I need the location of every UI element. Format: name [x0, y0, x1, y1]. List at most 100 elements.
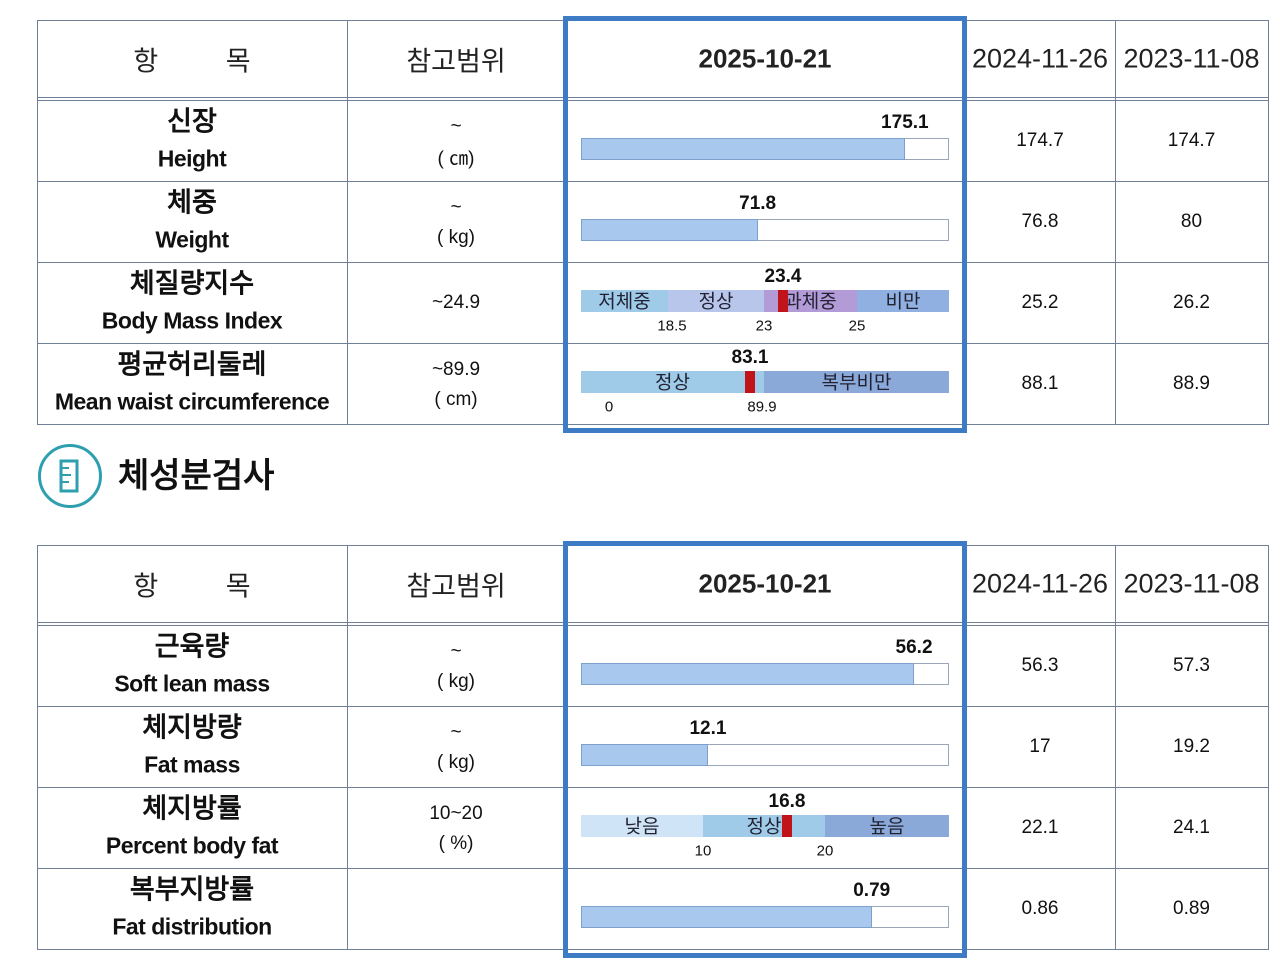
previous-value: 0.89 — [1173, 898, 1210, 919]
item-name-ko: 체중 — [167, 187, 217, 218]
item-name-ko: 체질량지수 — [129, 268, 255, 299]
reference-range: ~ — [450, 722, 462, 743]
reference-range: ~ — [450, 641, 462, 662]
current-value: 83.1 — [731, 347, 769, 368]
current-value: 12.1 — [689, 718, 727, 739]
header-cell: 2023-11-08 — [1123, 568, 1260, 598]
item-name-ko: 평균허리둘레 — [117, 349, 267, 380]
column-line — [347, 20, 348, 425]
header-cell: 2025-10-21 — [698, 43, 832, 73]
header-cell: 참고범위 — [406, 571, 506, 601]
current-marker — [782, 815, 792, 837]
item-name-en: Fat mass — [144, 751, 240, 778]
column-line — [1115, 545, 1116, 950]
section-title: 체성분검사 — [118, 457, 275, 495]
reference-range: ( kg) — [437, 752, 475, 773]
previous-value: 25.2 — [1021, 292, 1059, 313]
item-name-en: Height — [157, 145, 227, 172]
row-line — [37, 181, 1268, 182]
row-line — [37, 262, 1268, 263]
current-value: 23.4 — [764, 266, 802, 287]
previous-value: 174.7 — [1016, 130, 1064, 151]
scale-label: 비만 — [885, 291, 921, 313]
scale-tick-label: 18.5 — [657, 317, 687, 335]
previous-value: 174.7 — [1167, 130, 1216, 151]
column-line — [1268, 20, 1269, 425]
reference-range: ~24.9 — [431, 292, 481, 313]
item-name-en: Mean waist circumference — [54, 388, 330, 415]
scale-label: 복부비만 — [821, 372, 892, 394]
scale-segment — [581, 371, 764, 393]
row-line — [37, 706, 1268, 707]
header-cell: 참고범위 — [406, 46, 506, 76]
header-cell: 항 목 — [133, 46, 281, 76]
reference-range: ( ㎝) — [437, 148, 475, 170]
column-line — [347, 545, 348, 950]
header-line — [37, 100, 1268, 101]
item-name-ko: 근육량 — [154, 631, 230, 662]
previous-value: 88.9 — [1173, 373, 1210, 394]
scale-tick-label: 89.9 — [747, 398, 777, 416]
item-name-ko: 체지방률 — [142, 793, 242, 824]
bar-fill — [581, 663, 915, 685]
header-cell: 2023-11-08 — [1123, 43, 1260, 73]
scale-label: 낮음 — [624, 816, 660, 838]
previous-value: 22.1 — [1021, 817, 1059, 838]
header-cell: 2025-10-21 — [698, 568, 832, 598]
item-name-en: Weight — [155, 226, 229, 253]
row-line — [37, 787, 1268, 788]
current-value: 175.1 — [881, 112, 929, 133]
current-marker — [778, 290, 788, 312]
item-name-ko: 신장 — [167, 106, 217, 137]
header-line — [37, 97, 1268, 98]
reference-range: ~89.9 — [431, 359, 481, 380]
reference-range: ( kg) — [437, 671, 475, 692]
row-line — [37, 949, 1268, 950]
scale-segment — [581, 815, 703, 837]
ruler-icon — [59, 459, 79, 493]
scale-tick-label: 0 — [604, 398, 614, 416]
scale-segment — [668, 290, 764, 312]
scale-tick-label: 23 — [755, 317, 773, 335]
row-line — [37, 343, 1268, 344]
previous-value: 24.1 — [1173, 817, 1210, 838]
previous-value: 76.8 — [1021, 211, 1059, 232]
scale-label: 정상 — [698, 291, 734, 313]
column-line — [37, 20, 38, 425]
scale-tick-label: 20 — [816, 842, 834, 860]
column-line — [37, 545, 38, 950]
current-column-highlight — [563, 541, 967, 958]
previous-value: 26.2 — [1173, 292, 1210, 313]
reference-range: ( kg) — [437, 227, 475, 248]
scale-segment — [825, 815, 949, 837]
previous-value: 0.86 — [1021, 898, 1059, 919]
scale-segment — [857, 290, 949, 312]
header-cell: 항 목 — [133, 571, 281, 601]
current-marker — [745, 371, 755, 393]
current-value: 0.79 — [853, 880, 891, 901]
header-cell: 2024-11-26 — [971, 43, 1109, 73]
scale-tick-label: 10 — [694, 842, 712, 860]
item-name-ko: 복부지방률 — [129, 874, 255, 905]
reference-range: ~ — [450, 116, 462, 137]
scale-label: 저체중 — [598, 291, 651, 313]
bar-fill — [581, 219, 758, 241]
current-value: 16.8 — [768, 791, 806, 812]
reference-range: ( %) — [438, 833, 474, 854]
header-line — [37, 625, 1268, 626]
row-line — [37, 868, 1268, 869]
bar-fill — [581, 744, 708, 766]
item-name-en: Soft lean mass — [114, 670, 270, 697]
item-name-ko: 체지방량 — [142, 712, 242, 743]
previous-value: 88.1 — [1021, 373, 1059, 394]
item-name-en: Fat distribution — [112, 913, 272, 940]
column-line — [1115, 20, 1116, 425]
section-icon — [38, 444, 102, 508]
item-name-en: Body Mass Index — [101, 307, 283, 334]
previous-value: 56.3 — [1021, 655, 1059, 676]
reference-range: 10~20 — [429, 803, 483, 824]
scale-segment — [703, 815, 825, 837]
scale-label: 정상 — [746, 816, 782, 838]
scale-tick-label: 25 — [848, 317, 866, 335]
